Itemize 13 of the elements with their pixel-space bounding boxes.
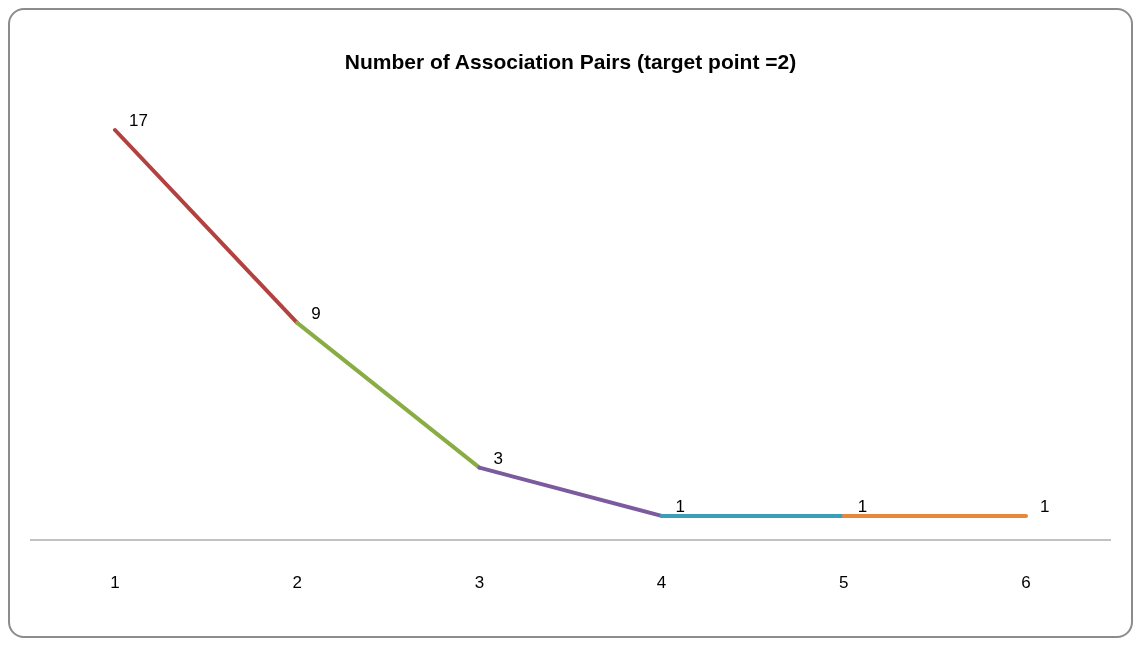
data-label: 1 <box>1040 496 1050 516</box>
x-tick-label: 1 <box>110 573 120 593</box>
data-label: 3 <box>493 448 503 468</box>
data-label: 1 <box>857 496 868 516</box>
chart-title: Number of Association Pairs (target point =2) <box>343 50 798 74</box>
data-label: 9 <box>311 303 321 323</box>
data-label: 1 <box>675 496 686 516</box>
x-tick-label: 4 <box>656 573 667 593</box>
x-tick-label: 5 <box>839 573 849 593</box>
x-tick-label: 3 <box>474 573 485 593</box>
x-tick-label: 6 <box>1021 573 1031 593</box>
x-tick-label: 2 <box>292 573 302 593</box>
data-label: 17 <box>129 111 148 130</box>
